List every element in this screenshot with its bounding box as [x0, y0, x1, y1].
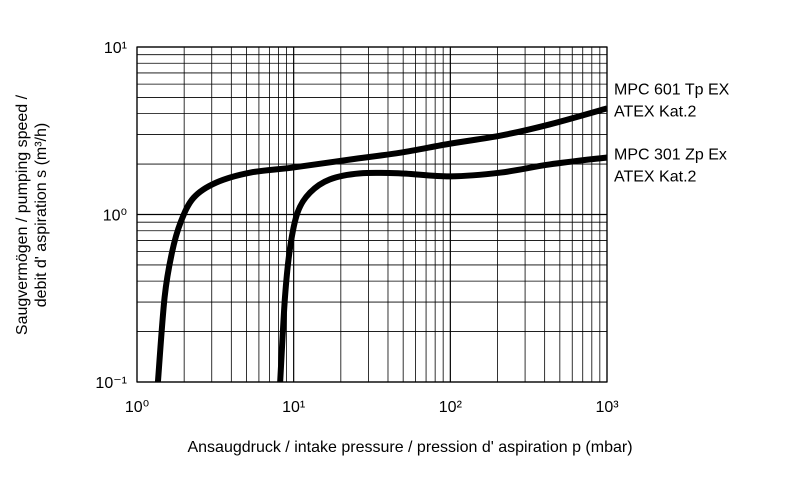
y-tick-label: 10⁻¹ — [95, 375, 127, 392]
x-tick-label: 10² — [439, 399, 463, 416]
legend-label: MPC 301 Zp Ex — [614, 146, 727, 163]
y-axis-label: debit d' aspiration s (m³/h) — [33, 123, 50, 307]
data-line — [277, 154, 608, 383]
x-tick-label: 10³ — [595, 399, 619, 416]
legend-label: ATEX Kat.2 — [614, 103, 697, 120]
data-line — [154, 105, 608, 383]
legend-label: MPC 601 Tp EX — [614, 81, 730, 98]
y-tick-label: 10⁰ — [103, 208, 127, 225]
legend-label: ATEX Kat.2 — [614, 168, 697, 185]
x-tick-label: 10¹ — [282, 399, 305, 416]
y-tick-label: 10¹ — [104, 40, 127, 57]
y-axis-label: Saugvermögen / pumping speed / — [14, 94, 31, 335]
plot-frame — [136, 46, 608, 383]
x-axis-label: Ansaugdruck / intake pressure / pression… — [187, 439, 632, 456]
x-tick-label: 10⁰ — [125, 399, 149, 416]
